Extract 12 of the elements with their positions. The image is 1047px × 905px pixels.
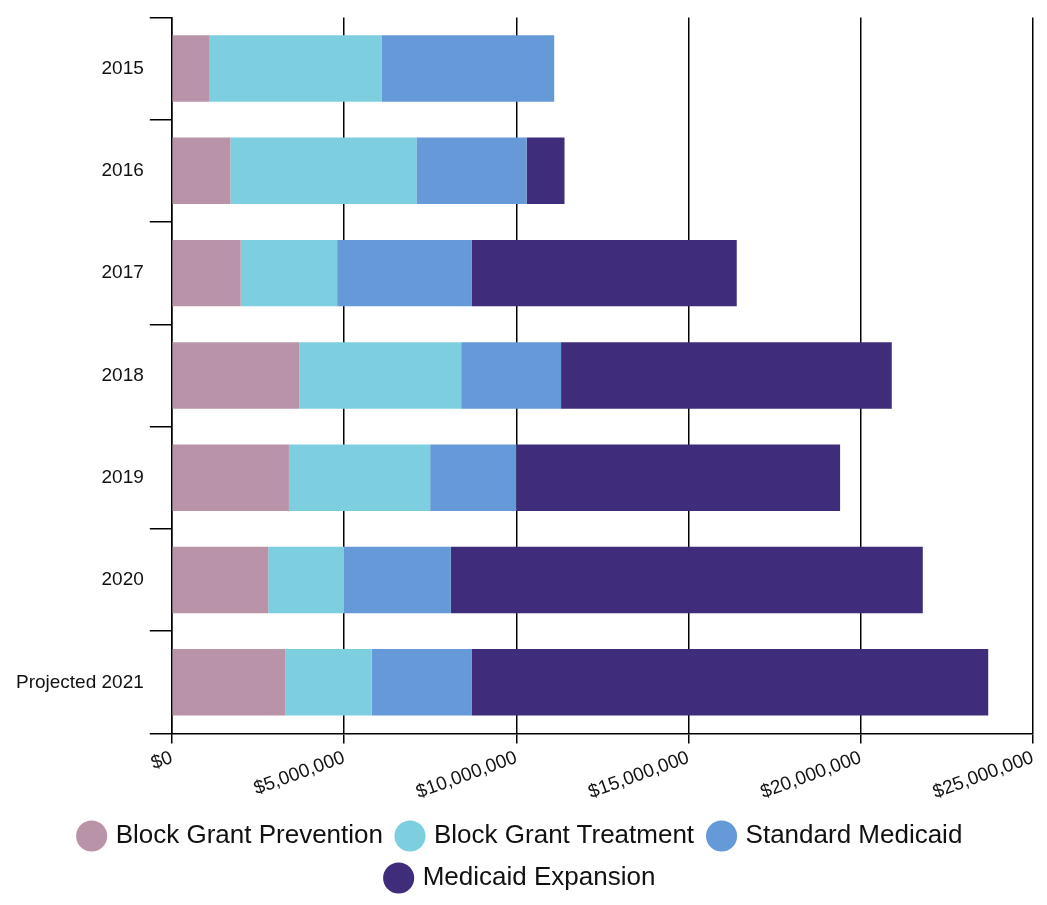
legend-label: Standard Medicaid [745, 819, 963, 850]
y-tick-label: 2017 [101, 261, 144, 283]
legend-label: Medicaid Expansion [422, 861, 656, 892]
y-tick-label: 2018 [101, 363, 144, 385]
y-tick-label: 2019 [101, 465, 144, 487]
y-tick-label: 2015 [101, 56, 144, 78]
y-tick-label: 2020 [101, 568, 144, 590]
y-tick-label: 2016 [101, 159, 144, 181]
y-tick-label: Projected 2021 [15, 670, 144, 692]
x-tick-label: $0 [147, 746, 175, 774]
legend-label: Block Grant Treatment [433, 819, 695, 850]
legend-label: Block Grant Prevention [115, 819, 383, 850]
